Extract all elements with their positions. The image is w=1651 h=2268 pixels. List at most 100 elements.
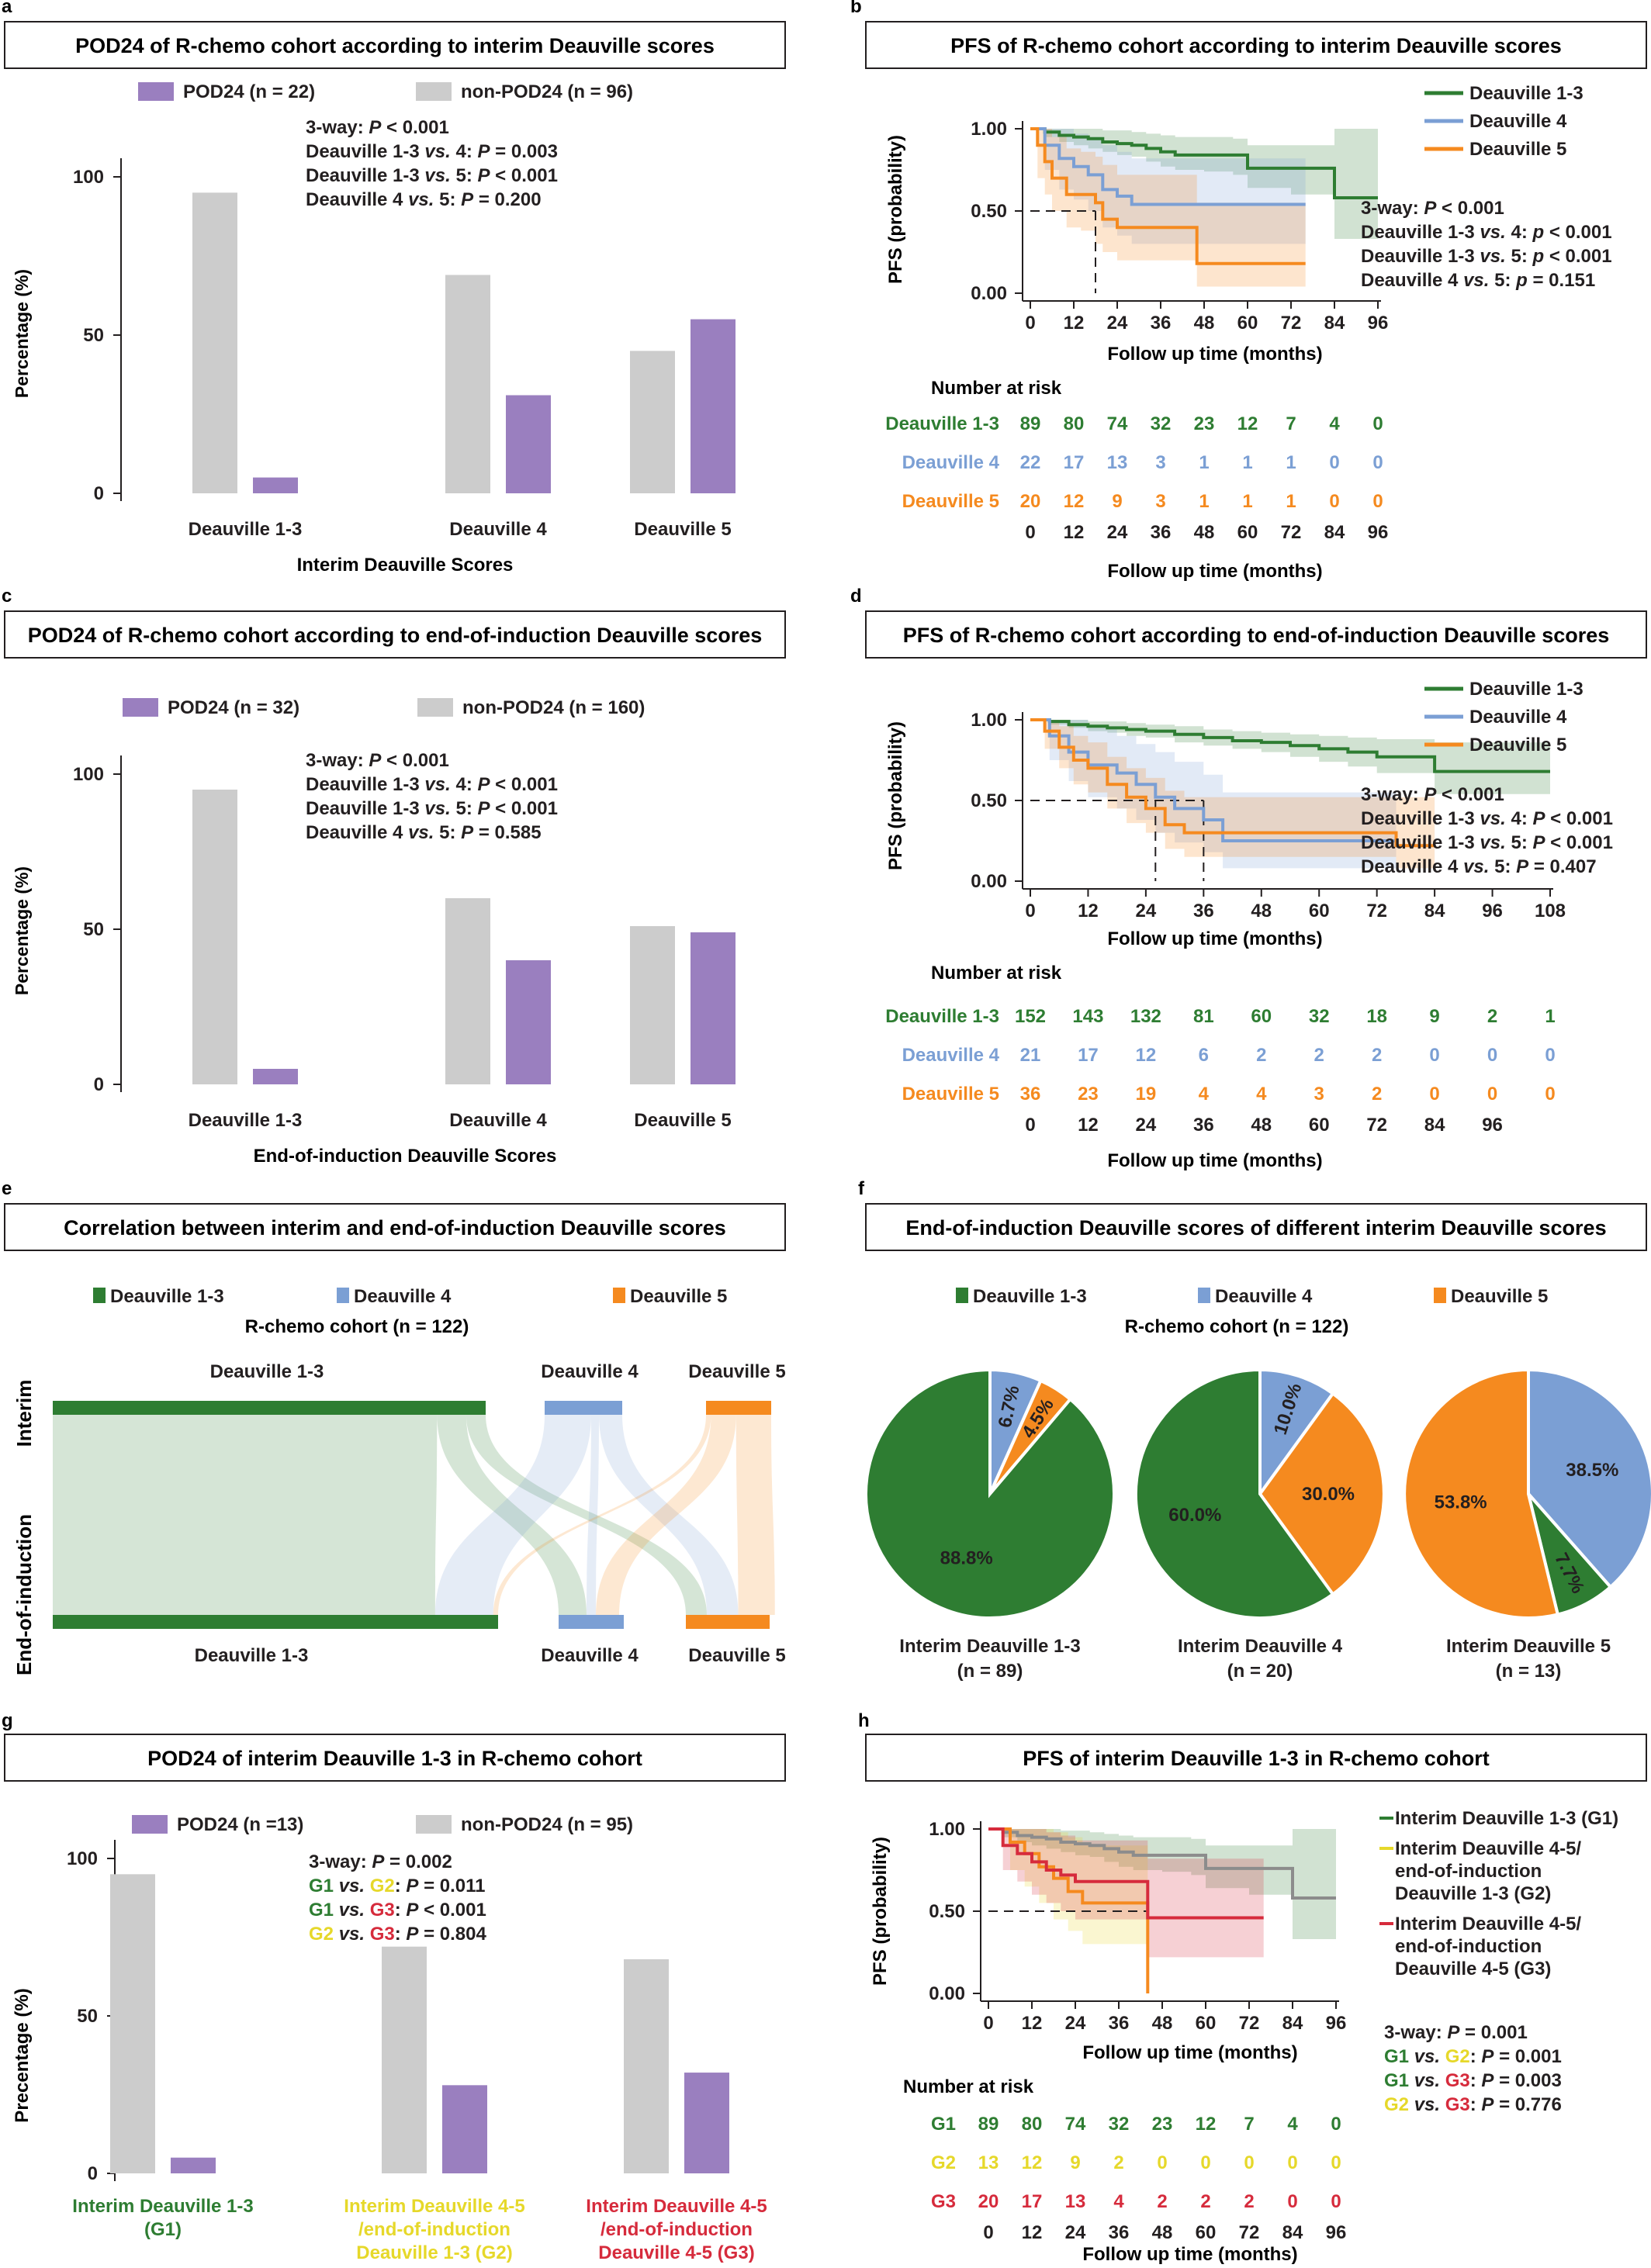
panel-h-risk-x-tick-label: 72: [1239, 2222, 1260, 2243]
panel-e-legend: Deauville 1-3 Deauville 4 Deauville 5: [93, 1286, 727, 1307]
panel-h-risk-count: 0: [1331, 2114, 1341, 2135]
panel-c-x-category-label: Deauville 4: [449, 1110, 547, 1131]
panel-d-risk-count: 0: [1429, 1084, 1439, 1105]
panel-b-risk-count: 32: [1151, 413, 1172, 434]
panel-h-survival-curve: [988, 1827, 1150, 1993]
panel-h-risk-count: 74: [1065, 2114, 1086, 2135]
panel-c-bar-non-pod24: [630, 926, 675, 1084]
panel-d-risk-count: 60: [1251, 1006, 1272, 1027]
panel-h-risk-count: 13: [978, 2152, 999, 2173]
panel-h-risk-count: 12: [1196, 2114, 1217, 2135]
panel-c-x-category-label: Deauville 1-3: [189, 1110, 303, 1131]
panel-h-risk-count: 17: [1022, 2191, 1043, 2212]
panel-c-stat-line: Deauville 4 vs. 5: P = 0.585: [306, 822, 542, 843]
panel-f: f End-of-induction Deauville scores of d…: [858, 1178, 1651, 1682]
panel-a-x-category-label: Deauville 1-3: [189, 519, 303, 540]
panel-b-risk-count: 1: [1242, 491, 1252, 512]
panel-d-x-tick-label: 60: [1309, 901, 1330, 921]
panel-h-risk-count: 0: [1157, 2152, 1167, 2173]
panel-g-x-category-label: (G1): [144, 2219, 182, 2240]
panel-h-risk-count: 7: [1244, 2114, 1254, 2135]
panel-e-letter: e: [2, 1178, 12, 1199]
panel-e-interim-node: [53, 1401, 486, 1415]
panel-e-flow: [587, 1415, 599, 1615]
panel-f-title-box: [865, 1203, 1647, 1251]
panel-c-xlabel: End-of-induction Deauville Scores: [254, 1146, 557, 1167]
panel-b-legend-label: Deauville 5: [1469, 139, 1566, 160]
panel-d-risk-count: 9: [1429, 1006, 1439, 1027]
panel-h-letter: h: [858, 1710, 870, 1731]
panel-e-legend-label: Deauville 4: [354, 1286, 452, 1307]
panel-h-legend-label: end-of-induction: [1395, 1936, 1542, 1957]
panel-h-x-tick-label: 60: [1196, 2013, 1217, 2034]
panel-d-legend-label: Deauville 5: [1469, 735, 1566, 755]
panel-c-stat-line: Deauville 1-3 vs. 4: P < 0.001: [306, 774, 558, 795]
panel-h-x-tick-label: 36: [1109, 2013, 1130, 2034]
panel-b-stat-line: 3-way: P < 0.001: [1361, 198, 1504, 219]
panel-h-y-tick-label: 0.00: [929, 1983, 965, 2004]
panel-f-slice-label: 38.5%: [1566, 1460, 1618, 1481]
panel-f-subtitle: R-chemo cohort (n = 122): [1125, 1316, 1349, 1337]
panel-g-x-category-label: Interim Deauville 4-5: [344, 2196, 524, 2217]
panel-b-survival-curve: [1030, 127, 1378, 199]
panel-a-title: POD24 of R-chemo cohort according to int…: [75, 34, 715, 57]
panel-d-stat-line: 3-way: P < 0.001: [1361, 784, 1504, 805]
panel-h-risk-x-tick-label: 0: [983, 2222, 993, 2243]
panel-g-legend-swatch: [416, 1815, 452, 1834]
panel-b-x-tick-label: 24: [1107, 313, 1128, 334]
panel-b-x-tick-label: 36: [1151, 313, 1172, 334]
panel-h-x-tick-label: 24: [1065, 2013, 1086, 2034]
panel-d-risk-x-tick-label: 60: [1309, 1115, 1330, 1136]
panel-d-y-tick-label: 1.00: [971, 710, 1007, 731]
panel-d-risk-row-label: Deauville 4: [902, 1045, 1000, 1066]
panel-d-risk-x-tick-label: 72: [1366, 1115, 1387, 1136]
panel-a-y-tick-label: 0: [94, 483, 104, 504]
panel-h-risk-count: 0: [1331, 2191, 1341, 2212]
panel-f-pie-n: (n = 13): [1496, 1661, 1562, 1682]
panel-e-end-node-label: Deauville 1-3: [195, 1645, 309, 1666]
panel-b-risk-count: 13: [1107, 452, 1128, 473]
panel-e-end-node-label: Deauville 5: [688, 1645, 785, 1666]
panel-e-flow: [736, 1415, 775, 1615]
panel-a-xlabel: Interim Deauville Scores: [297, 555, 514, 576]
panel-h-risk-count: 23: [1152, 2114, 1173, 2135]
panel-e-flow: [466, 1415, 707, 1615]
panel-b-risk-x-tick-label: 0: [1025, 522, 1035, 543]
panel-h-legend-label: Deauville 1-3 (G2): [1395, 1883, 1551, 1904]
panel-d-risk-x-tick-label: 12: [1078, 1115, 1099, 1136]
panel-e-flow: [434, 1415, 591, 1615]
panel-h-risk-x-tick-label: 60: [1196, 2222, 1217, 2243]
panel-d-ci-band: [1030, 720, 1550, 794]
panel-f-pie-slice: [1403, 1367, 1560, 1620]
panel-f-slice-label: 30.0%: [1302, 1484, 1355, 1505]
panel-f-pie-slice: [1527, 1367, 1651, 1589]
panel-d-risk-count: 0: [1487, 1045, 1497, 1066]
panel-h-legend-label: Interim Deauville 1-3 (G1): [1395, 1808, 1618, 1829]
panel-h-x-tick-label: 48: [1152, 2013, 1173, 2034]
panel-d-risk-count: 18: [1366, 1006, 1387, 1027]
panel-h-x-tick-label: 96: [1326, 2013, 1347, 2034]
panel-c: c POD24 of R-chemo cohort according to e…: [2, 586, 786, 1167]
panel-b-risk-x-tick-label: 72: [1281, 522, 1302, 543]
panel-f-legend-label: Deauville 5: [1451, 1286, 1548, 1307]
panel-e-flow: [437, 1415, 587, 1615]
panel-d-risk-count: 2: [1372, 1084, 1382, 1105]
panel-a-bar-non-pod24: [192, 192, 237, 493]
panel-a-bar-non-pod24: [630, 351, 675, 493]
panel-d-risk-count: 0: [1545, 1084, 1555, 1105]
panel-a-stat-line: 3-way: P < 0.001: [306, 117, 449, 138]
panel-a-stat-line: Deauville 4 vs. 5: P = 0.200: [306, 189, 542, 210]
panel-h-risk-count: 20: [978, 2191, 999, 2212]
panel-b-risk-count: 89: [1020, 413, 1041, 434]
panel-f-pie-slice: [864, 1367, 1116, 1620]
panel-c-legend-label: non-POD24 (n = 160): [462, 697, 645, 718]
panel-d-risk-count: 2: [1372, 1045, 1382, 1066]
panel-d-risk-count: 2: [1256, 1045, 1266, 1066]
panel-b-y-tick-label: 0.50: [971, 201, 1007, 222]
panel-b-risk-x-tick-label: 96: [1368, 522, 1389, 543]
panel-b-risk-count: 0: [1372, 491, 1383, 512]
panel-f-pie-label: Interim Deauville 1-3: [899, 1636, 1080, 1657]
panel-g-x-category-label: Interim Deauville 1-3: [72, 2196, 253, 2217]
panel-b-legend-label: Deauville 1-3: [1469, 83, 1584, 104]
panel-e-title-box: [4, 1203, 786, 1251]
